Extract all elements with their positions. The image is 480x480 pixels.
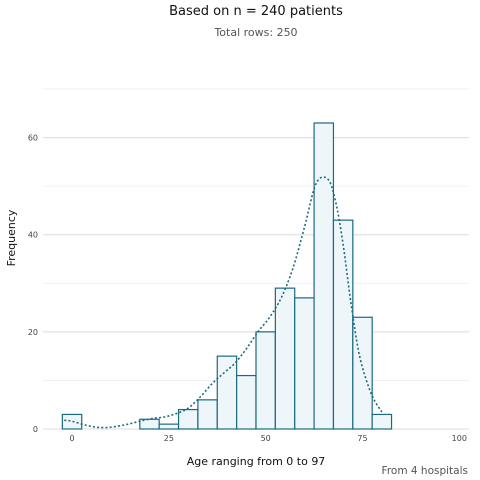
x-tick-label: 50 <box>261 434 271 443</box>
y-tick-label: 40 <box>28 231 38 240</box>
histogram-bar <box>61 413 83 430</box>
histogram-bar <box>352 316 373 430</box>
y-tick-label: 60 <box>28 134 38 143</box>
histogram-bar <box>197 399 218 430</box>
histogram-bar <box>274 287 296 430</box>
histogram-bar <box>255 331 276 430</box>
y-axis-label: Frequency <box>5 209 18 266</box>
bars <box>61 122 393 430</box>
chart-subtitle: Total rows: 250 <box>213 26 297 39</box>
density-curve <box>64 176 383 429</box>
y-tick-label: 20 <box>28 328 38 337</box>
histogram-bar <box>216 355 238 430</box>
x-tick-label: 0 <box>69 434 74 443</box>
histogram-bar <box>294 297 315 430</box>
chart-title: Based on n = 240 patients <box>169 4 343 19</box>
x-tick-label: 75 <box>357 434 367 443</box>
x-tick-label: 25 <box>164 434 174 443</box>
histogram-bar <box>313 122 335 430</box>
histogram-bar <box>158 423 180 430</box>
y-tick-labels: 0 20 40 60 <box>28 134 38 434</box>
histogram-bar <box>371 413 393 430</box>
histogram-bar <box>236 374 257 430</box>
chart-caption: From 4 hospitals <box>382 465 468 477</box>
x-axis-label: Age ranging from 0 to 97 <box>187 455 326 468</box>
histogram-bar <box>332 219 354 430</box>
x-tick-labels: 0 25 50 75 100 <box>69 434 466 443</box>
y-tick-label: 0 <box>33 425 38 434</box>
x-tick-label: 100 <box>452 434 467 443</box>
